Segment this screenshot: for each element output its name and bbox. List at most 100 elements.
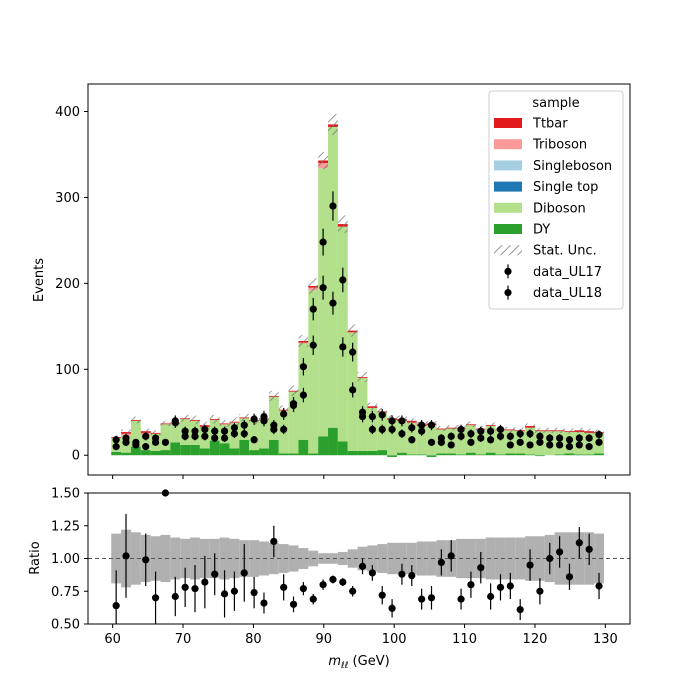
stat-unc-bar bbox=[534, 427, 545, 433]
legend-marker bbox=[504, 289, 512, 297]
stat-unc-bar bbox=[288, 385, 299, 396]
data-point-data_ul18 bbox=[437, 434, 445, 442]
bar-dy bbox=[406, 454, 417, 456]
data-point-data_ul17 bbox=[585, 443, 593, 451]
ratio-band-bin bbox=[367, 545, 378, 572]
data-point-data_ul18 bbox=[467, 430, 475, 438]
ratio-point bbox=[496, 583, 505, 591]
data-point-data_ul17 bbox=[477, 434, 485, 442]
data-point-data_ul17 bbox=[575, 441, 583, 449]
data-point-data_ul17 bbox=[496, 432, 505, 440]
bar-dy bbox=[328, 427, 338, 456]
bar-dy bbox=[485, 452, 496, 456]
ratio-point bbox=[339, 578, 347, 586]
ratio-band-bin bbox=[347, 549, 358, 568]
bar-dy bbox=[239, 439, 250, 456]
bar-dy bbox=[594, 453, 604, 456]
x-tick-label: 110 bbox=[452, 632, 477, 647]
legend-marker bbox=[504, 267, 512, 275]
y-tick-label: 400 bbox=[55, 105, 80, 120]
stat-unc-bar bbox=[308, 278, 319, 294]
stat-unc-bar bbox=[328, 114, 338, 135]
ratio-point bbox=[211, 570, 219, 578]
data-point-data_ul18 bbox=[260, 412, 268, 421]
ratio-point bbox=[457, 595, 465, 603]
bar-dy bbox=[515, 453, 526, 456]
bar-dy bbox=[288, 453, 299, 456]
data-point-data_ul18 bbox=[516, 430, 524, 438]
ratio-data-points bbox=[112, 489, 603, 624]
data-point-data_ul18 bbox=[349, 348, 357, 356]
ratio-point bbox=[487, 592, 495, 601]
bar-dy bbox=[574, 454, 585, 456]
bar-dy bbox=[416, 454, 427, 456]
ratio-band-bin bbox=[150, 536, 161, 581]
data-point-data_ul17 bbox=[211, 434, 219, 442]
main-plot-axes: 0 100 200 300 400 bbox=[55, 105, 606, 479]
stat-unc-bar bbox=[406, 418, 417, 424]
legend-swatch bbox=[494, 118, 522, 128]
data-point-data_ul18 bbox=[220, 427, 229, 435]
bar-dy bbox=[121, 452, 131, 456]
stat-unc-bar bbox=[574, 427, 585, 433]
data-point-data_ul18 bbox=[339, 276, 347, 284]
ratio-band-bin bbox=[180, 538, 191, 579]
ratio-point bbox=[289, 600, 298, 608]
data-point-data_ul18 bbox=[496, 425, 505, 434]
ratio-point bbox=[398, 570, 406, 578]
ratio-band-bin bbox=[328, 553, 338, 564]
bar-dy bbox=[160, 450, 171, 456]
ratio-point bbox=[319, 581, 327, 589]
stat-unc-bar bbox=[347, 324, 358, 337]
y-tick-label: 200 bbox=[55, 277, 80, 292]
data-point-data_ul18 bbox=[240, 421, 248, 429]
data-point-data_ul18 bbox=[151, 434, 160, 442]
x-tick-label: 70 bbox=[175, 632, 192, 647]
data-point-data_ul17 bbox=[230, 430, 239, 438]
bar-dy bbox=[436, 453, 447, 456]
x-axis-label-sub: ℓℓ bbox=[340, 661, 348, 671]
data-point-data_ul18 bbox=[171, 417, 179, 425]
data-point-data_ul18 bbox=[368, 412, 376, 421]
x-tick-label: 100 bbox=[382, 632, 407, 647]
bar-dy bbox=[465, 452, 476, 456]
ratio-point bbox=[595, 582, 603, 590]
bar-dy bbox=[150, 450, 161, 456]
bar-dy bbox=[130, 446, 141, 456]
x-tick-label: 130 bbox=[593, 632, 618, 647]
ratio-band-bin bbox=[515, 537, 526, 580]
data-point-data_ul18 bbox=[556, 434, 564, 442]
ratio-y-tick-label: 0.75 bbox=[51, 585, 80, 600]
data-point-data_ul17 bbox=[339, 343, 347, 351]
stat-unc-bar bbox=[130, 416, 141, 424]
ratio-point bbox=[536, 587, 544, 595]
data-point-data_ul18 bbox=[546, 434, 554, 442]
stat-unc-bar bbox=[525, 423, 535, 429]
bar-diboson bbox=[259, 419, 269, 449]
ratio-point bbox=[437, 558, 445, 567]
bar-diboson bbox=[328, 126, 338, 428]
main-plot-y-axis-label: Events bbox=[32, 258, 47, 302]
data-point-data_ul17 bbox=[280, 425, 288, 434]
bar-dy bbox=[278, 453, 289, 456]
data-point-data_ul18 bbox=[270, 421, 278, 429]
y-tick-label: 0 bbox=[72, 449, 80, 464]
ratio-point bbox=[112, 602, 120, 610]
ratio-band-bin bbox=[465, 538, 476, 579]
data-point-data_ul18 bbox=[122, 434, 130, 442]
stat-unc-bar bbox=[564, 428, 575, 434]
ratio-point bbox=[477, 564, 485, 572]
data-point-data_ul17 bbox=[181, 432, 189, 440]
data-point-data_ul17 bbox=[398, 430, 406, 438]
data-point-data_ul18 bbox=[526, 430, 534, 438]
bar-diboson bbox=[268, 396, 279, 440]
data-point-data_ul17 bbox=[447, 441, 455, 449]
data-point-data_ul17 bbox=[467, 438, 475, 446]
data-point-data_ul18 bbox=[477, 427, 485, 435]
data-point-data_ul17 bbox=[191, 432, 199, 440]
data-point-data_ul18 bbox=[408, 424, 416, 432]
legend-label: Stat. Unc. bbox=[533, 244, 597, 259]
stat-unc-bar bbox=[357, 371, 368, 383]
data-point-data_ul17 bbox=[536, 438, 544, 446]
ratio-band-bin bbox=[416, 541, 427, 576]
